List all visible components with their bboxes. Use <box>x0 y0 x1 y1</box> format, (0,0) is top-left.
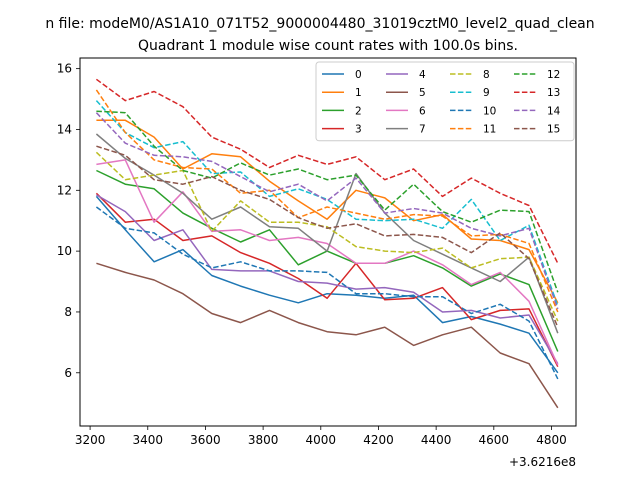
legend-box <box>315 61 575 142</box>
series-line-4 <box>96 194 559 365</box>
legend-label-0: 0 <box>355 69 362 81</box>
x-axis-offset-label: +3.6216e8 <box>509 455 576 469</box>
y-tick-label: 14 <box>57 122 72 136</box>
series-line-7 <box>95 133 559 334</box>
series-layer <box>95 78 559 409</box>
series-line-1 <box>96 119 559 304</box>
legend-label-1: 1 <box>355 87 362 99</box>
series-line-11 <box>95 89 559 313</box>
x-tick-label: 4000 <box>306 433 337 447</box>
series-line-8 <box>95 151 559 322</box>
series-line-12 <box>96 110 559 293</box>
legend-label-14: 14 <box>547 105 561 117</box>
x-tick-label: 4600 <box>479 433 510 447</box>
legend-label-10: 10 <box>483 105 496 117</box>
series-line-10 <box>95 206 559 380</box>
legend-label-2: 2 <box>355 105 362 117</box>
series-line-15 <box>96 145 559 328</box>
legend-label-3: 3 <box>355 124 362 136</box>
x-tick-label: 3800 <box>248 433 279 447</box>
series-line-0 <box>95 195 559 374</box>
y-tick-label: 8 <box>64 305 72 319</box>
x-tick-label: 3400 <box>132 433 163 447</box>
series-line-5 <box>96 262 559 409</box>
series-line-6 <box>96 159 559 366</box>
x-tick-label: 4200 <box>363 433 394 447</box>
y-tick-label: 12 <box>57 183 72 197</box>
y-tick-label: 10 <box>57 244 72 258</box>
y-tick-label: 16 <box>57 62 72 76</box>
x-tick-label: 3200 <box>75 433 106 447</box>
legend-label-4: 4 <box>419 69 426 81</box>
chart-title: Quadrant 1 module wise count rates with … <box>138 38 518 54</box>
legend-label-9: 9 <box>483 87 490 99</box>
legend-label-11: 11 <box>483 124 496 136</box>
legend-label-6: 6 <box>419 105 426 117</box>
series-line-9 <box>95 100 559 307</box>
legend-label-5: 5 <box>419 87 426 99</box>
y-axis: 6 8 10 12 14 16 <box>57 62 80 380</box>
legend-label-15: 15 <box>547 124 560 136</box>
legend-label-8: 8 <box>483 69 490 81</box>
x-tick-label: 4800 <box>536 433 567 447</box>
x-axis: 3200 3400 3600 3800 4000 4200 4400 4600 4800 <box>75 426 567 447</box>
legend-label-7: 7 <box>419 124 426 136</box>
legend-label-12: 12 <box>547 69 560 81</box>
y-tick-label: 6 <box>64 366 72 380</box>
plot-area <box>79 57 577 427</box>
series-line-14 <box>95 112 559 310</box>
x-tick-label: 4400 <box>421 433 452 447</box>
series-line-13 <box>95 78 559 264</box>
chart-suptitle: n file: modeM0/AS1A10_071T52_9000004480_… <box>45 16 594 32</box>
x-tick-label: 3600 <box>190 433 221 447</box>
plot-frame <box>79 57 577 427</box>
legend-label-13: 13 <box>547 87 560 99</box>
